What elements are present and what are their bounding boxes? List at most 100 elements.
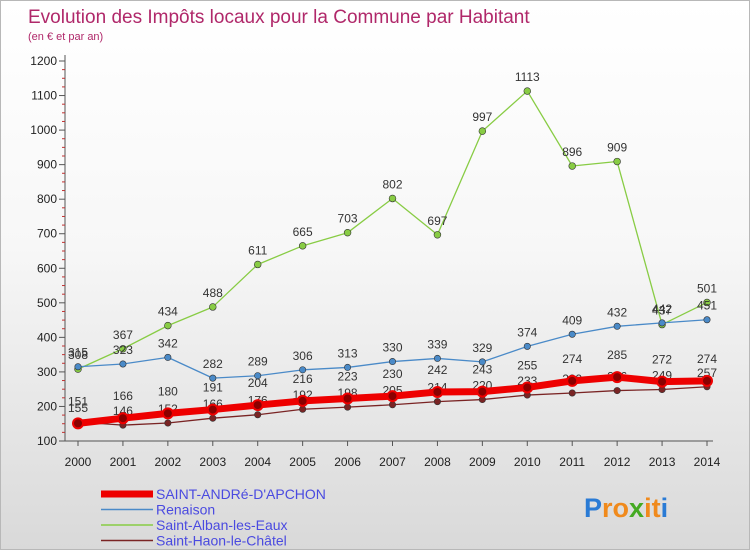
y-tick-label: 300 [37,365,57,379]
data-point [523,87,531,95]
data-point [209,414,217,422]
data-point [568,389,576,397]
data-label: 308 [68,348,88,362]
data-label: 997 [472,110,492,124]
data-label: 230 [382,367,402,381]
data-label: 697 [427,214,447,228]
legend: SAINT-ANDRé-D'APCHONRenaisonSaint-Alban-… [101,486,326,549]
logo-letter: t [652,493,661,523]
data-label: 191 [203,381,223,395]
logo-letter: r [602,493,613,523]
data-label: 501 [697,281,717,295]
legend-label: Saint-Haon-le-Châtel [156,533,287,549]
data-label: 151 [68,394,88,408]
data-point [613,387,621,395]
data-point [478,358,486,366]
data-point [656,375,669,388]
data-point [433,231,442,239]
data-point [209,374,217,382]
data-label: 437 [652,304,672,318]
data-label: 611 [248,243,267,257]
data-point [611,371,624,384]
x-tick-label: 2011 [559,455,585,469]
data-label: 155 [68,401,88,415]
x-tick-label: 2008 [424,455,451,469]
data-point [251,399,264,412]
series-layer: 308 367 434 488 611 665 703 802 697 997 1113 896 909… [68,70,717,430]
data-point [433,354,441,362]
x-tick-label: 2014 [694,455,721,469]
data-label: 242 [427,363,447,377]
data-label: 204 [248,376,268,390]
data-label: 306 [293,349,313,363]
chart-title: Evolution des Impôts locaux pour la Comm… [28,7,530,28]
data-label: 1113 [515,70,540,84]
y-tick-label: 100 [37,434,57,448]
series-saint-alban-les-eaux: 308 367 434 488 611 665 703 802 697 997 1113 896 909… [68,70,717,373]
data-point [72,417,84,430]
data-label: 216 [293,372,313,386]
data-point [74,363,82,371]
logo-letter: P [584,493,602,523]
chart-subtitle: (en € et par an) [28,31,103,43]
data-label: 434 [158,305,178,319]
data-point [703,298,711,307]
data-point [476,385,489,398]
data-point [613,157,621,166]
x-tick-label: 2010 [514,455,541,469]
data-point [658,319,666,327]
data-label: 367 [113,328,133,342]
x-tick-label: 2004 [244,455,271,469]
y-tick-label: 700 [37,227,57,241]
data-point [566,374,579,387]
logo-letter: i [644,493,652,523]
data-point [613,322,621,330]
data-point [568,330,576,338]
data-point [568,162,576,170]
data-point [523,342,531,350]
data-label: 223 [338,370,358,384]
data-point [116,412,129,425]
data-point [433,398,441,406]
data-label: 243 [472,363,492,377]
x-tick-label: 2003 [199,455,226,469]
data-point [703,316,711,324]
data-point [431,385,444,398]
data-point [344,403,352,411]
data-label: 282 [203,357,223,371]
data-label: 339 [427,337,447,351]
data-label: 274 [697,352,717,366]
x-tick-label: 2005 [289,455,316,469]
data-label: 451 [697,299,717,313]
data-label: 802 [382,177,402,191]
data-point [206,403,219,416]
data-point [164,321,172,330]
x-tick-label: 2007 [379,455,406,469]
data-label: 909 [607,141,627,155]
data-point [161,407,174,420]
logo-letter: o [613,493,630,523]
x-tick-label: 2009 [469,455,496,469]
data-point [254,372,262,380]
data-point [119,345,127,353]
data-point [701,374,713,387]
data-point [254,260,262,269]
y-tick-label: 900 [37,158,57,172]
data-point [209,303,217,311]
data-point [343,228,352,237]
data-point [341,392,354,405]
data-label: 166 [113,389,133,403]
data-label: 330 [382,341,402,355]
y-tick-label: 1100 [31,89,57,103]
logo-letter: i [661,493,669,523]
data-label: 409 [562,313,582,327]
data-label: 488 [203,286,223,300]
data-label: 315 [68,346,88,360]
data-label: 896 [562,145,582,159]
data-label: 432 [607,305,627,319]
series-renaison: 315 323 342 282 289 306 313 330 339 329 374 409 432 4… [68,299,717,382]
legend-label: Saint-Alban-les-Eaux [156,517,288,533]
y-tick-label: 1200 [30,54,57,68]
